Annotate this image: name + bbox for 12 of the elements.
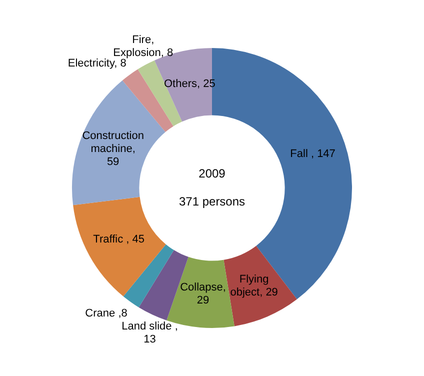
slice-label: Land slide , 13 bbox=[122, 320, 178, 346]
slice-label: Collapse, 29 bbox=[180, 282, 226, 307]
slice-label: Electricity, 8 bbox=[68, 57, 126, 70]
slice-label: Fire, Explosion, 8 bbox=[113, 34, 174, 59]
slice-label: Construction machine, 59 bbox=[82, 130, 144, 168]
slice-label: Crane ,8 bbox=[85, 308, 128, 320]
slice-label: Flying object, 29 bbox=[230, 273, 278, 298]
slice-label: Fall , 147 bbox=[290, 148, 336, 160]
text: 2009 bbox=[198, 166, 226, 180]
slice-label: Others, 25 bbox=[164, 78, 216, 90]
text: 371 persons bbox=[178, 194, 246, 208]
slice-label: Traffic , 45 bbox=[93, 233, 144, 246]
